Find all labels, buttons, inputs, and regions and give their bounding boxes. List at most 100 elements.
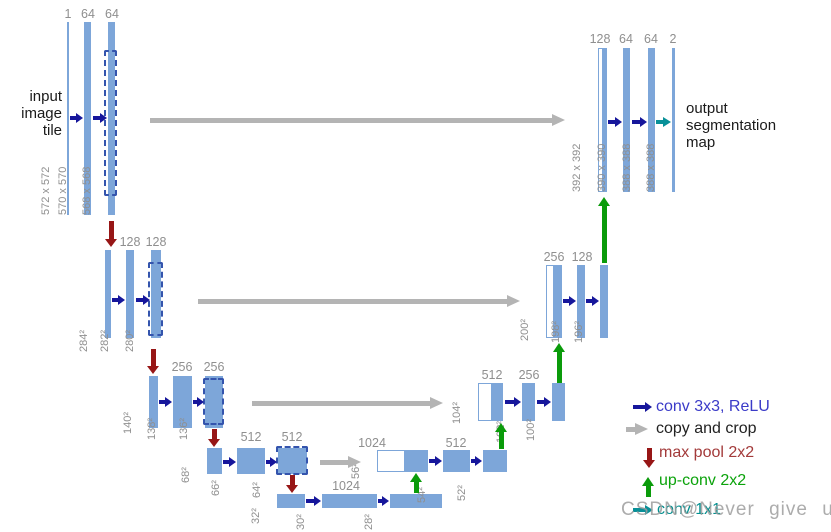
- dimension-label: 200²: [519, 318, 531, 341]
- channel-count-label: 256: [171, 360, 193, 374]
- crop-region-outline: [203, 378, 224, 425]
- conv3x3-arrow: [223, 457, 236, 467]
- channel-count-label: 512: [281, 430, 303, 444]
- dimension-label: 64²: [251, 482, 263, 498]
- feature-map-bar: [173, 376, 192, 428]
- conv-features-segment: [404, 451, 427, 471]
- conv3x3-arrow: [586, 296, 599, 306]
- dimension-label: 138²: [146, 417, 158, 440]
- conv3x3-arrow: [93, 113, 107, 123]
- dimension-label: 280²: [124, 329, 136, 352]
- feature-map-bar: [483, 450, 507, 472]
- feature-map-bar: [126, 250, 134, 338]
- legend-label-copy-crop: copy and crop: [656, 420, 757, 437]
- conv3x3-arrow: [537, 397, 551, 407]
- dimension-label: 392 x 392: [571, 143, 583, 192]
- channel-count-label: 512: [481, 368, 503, 382]
- conv3x3-arrow: [471, 456, 482, 466]
- copy-crop-arrow: [150, 113, 565, 127]
- feature-map-bar: [600, 265, 608, 338]
- dimension-label: 68²: [180, 467, 192, 483]
- feature-map-bar: [552, 383, 565, 421]
- conv3x3-arrow: [633, 402, 652, 412]
- dimension-label: 282²: [99, 329, 111, 352]
- channel-count-label: 64: [81, 7, 95, 21]
- copy-crop-arrow: [626, 422, 648, 436]
- conv3x3-arrow: [136, 295, 150, 305]
- channel-count-label: 128: [571, 250, 593, 264]
- watermark: CSDN@Never give up: [621, 499, 831, 520]
- conv3x3-arrow: [193, 397, 204, 407]
- feature-map-bar: [108, 22, 115, 215]
- channel-count-label: 64: [105, 7, 119, 21]
- feature-map-bar: [598, 48, 607, 192]
- dimension-label: 52²: [456, 485, 468, 501]
- dimension-label: 570 x 570: [57, 166, 69, 215]
- feature-map-bar: [207, 448, 222, 474]
- dimension-label: 136²: [178, 417, 190, 440]
- dimension-label: 196²: [573, 320, 585, 343]
- channel-count-label: 512: [240, 430, 262, 444]
- dimension-label: 140²: [122, 411, 134, 434]
- channel-count-label: 1024: [332, 479, 360, 493]
- channel-count-label: 128: [119, 235, 141, 249]
- conv3x3-arrow: [563, 296, 576, 306]
- channel-count-label: 64: [619, 32, 633, 46]
- input-label-line: input: [29, 88, 62, 105]
- crop-region-outline: [104, 50, 117, 196]
- conv3x3-arrow: [378, 496, 389, 506]
- feature-map-bar: [205, 376, 223, 428]
- feature-map-bar: [522, 383, 535, 421]
- dimension-label: 66²: [210, 480, 222, 496]
- conv1x1-arrow: [633, 504, 653, 516]
- crop-region-outline: [148, 262, 163, 336]
- channel-count-label: 1: [64, 7, 72, 21]
- dimension-label: 572 x 572: [40, 166, 52, 215]
- channel-count-label: 1024: [358, 436, 386, 450]
- copy-crop-arrow: [198, 294, 520, 308]
- conv3x3-arrow: [112, 295, 125, 305]
- feature-map-bar: [577, 265, 585, 338]
- output-segmentation-map-label: output segmentation map: [686, 100, 776, 151]
- feature-map-bar: [151, 250, 161, 338]
- copied-features-segment: [547, 266, 553, 337]
- maxpool-arrow: [147, 349, 159, 374]
- upconv-arrow: [494, 423, 508, 449]
- feature-map-bar: [623, 48, 630, 192]
- dimension-label: 568 x 568: [81, 166, 93, 215]
- feature-map-bar: [278, 448, 307, 474]
- feature-map-bar: [443, 450, 470, 472]
- channel-count-label: 128: [145, 235, 167, 249]
- feature-map-bar: [67, 22, 69, 215]
- channel-count-label: 128: [589, 32, 611, 46]
- maxpool-arrow: [105, 221, 117, 247]
- channel-count-label: 512: [445, 436, 467, 450]
- input-label-line: tile: [42, 122, 62, 139]
- copied-features-segment: [599, 49, 602, 191]
- conv1x1-arrow: [656, 116, 671, 128]
- maxpool-arrow: [286, 475, 298, 493]
- copy-crop-arrow: [252, 396, 443, 410]
- conv3x3-arrow: [429, 456, 442, 466]
- conv-features-segment: [491, 384, 502, 420]
- conv-features-segment: [553, 266, 561, 337]
- dimension-label: 28²: [363, 514, 375, 530]
- input-label-line: image: [21, 105, 62, 122]
- dimension-label: 198²: [550, 320, 562, 343]
- feature-map-bar: [237, 448, 265, 474]
- conv3x3-arrow: [266, 457, 277, 467]
- conv3x3-arrow: [70, 113, 83, 123]
- dimension-label: 32²: [250, 508, 262, 524]
- legend-label-conv1x1: conv 1x1: [657, 501, 722, 518]
- legend-label-conv3x3: conv 3x3, ReLU: [656, 398, 770, 415]
- conv3x3-arrow: [505, 397, 521, 407]
- conv-features-segment: [602, 49, 606, 191]
- dimension-label: 388 x 388: [645, 143, 657, 192]
- feature-map-bar: [672, 48, 675, 192]
- output-label-line: map: [686, 134, 716, 151]
- dimension-label: 104²: [451, 401, 463, 424]
- feature-map-bar: [478, 383, 503, 421]
- legend-label-maxpool: max pool 2x2: [659, 444, 755, 461]
- conv3x3-arrow: [306, 496, 321, 506]
